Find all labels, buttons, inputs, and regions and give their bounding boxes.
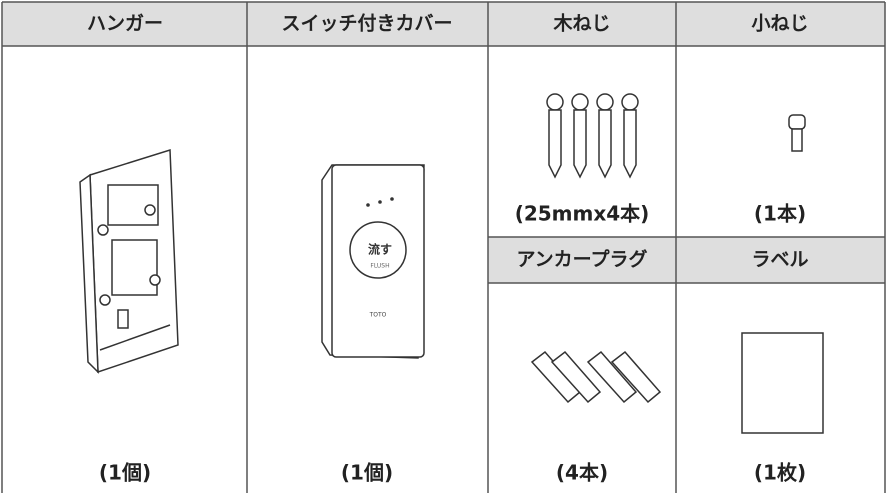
quantity: (1枚)	[754, 461, 806, 485]
header-bg	[2, 2, 885, 46]
label-illustration	[741, 332, 824, 434]
button-label-en: FLUSH	[370, 263, 389, 270]
header: スイッチ付きカバー	[281, 12, 452, 35]
header: 木ねじ	[552, 12, 610, 35]
header: アンカープラグ	[516, 248, 647, 271]
hanger-illustration	[79, 148, 179, 374]
anchor-plugs	[530, 350, 662, 404]
button-label: 流す	[368, 242, 392, 257]
cover-illustration: 流す FLUSH TOTO	[321, 164, 425, 359]
quantity: (1本)	[754, 202, 806, 226]
header: 小ねじ	[751, 13, 808, 35]
quantity: (1個)	[99, 461, 151, 485]
header: ハンガー	[87, 13, 163, 35]
quantity: (25mmx4本)	[515, 202, 650, 226]
header: ラベル	[751, 249, 808, 271]
wood-screws	[546, 93, 639, 179]
subheader-bg	[488, 237, 885, 283]
quantity: (1個)	[341, 461, 393, 485]
quantity: (4本)	[556, 461, 608, 485]
brand: TOTO	[369, 312, 387, 319]
small-screw	[788, 114, 806, 152]
